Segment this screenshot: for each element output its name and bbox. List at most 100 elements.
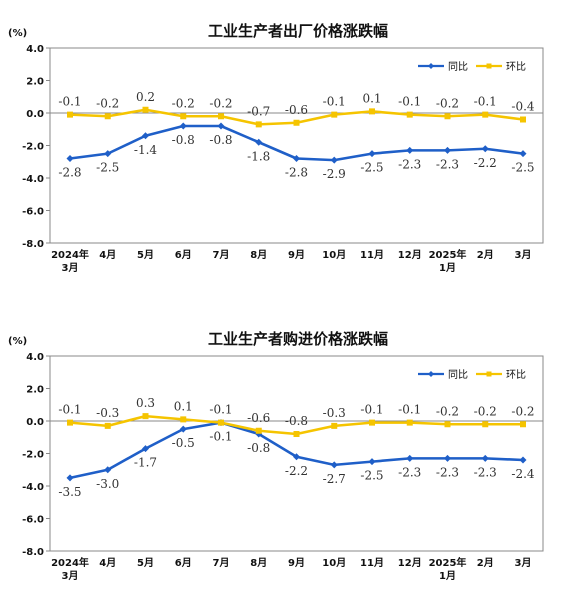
x-tick-label: 4月 bbox=[99, 249, 116, 261]
data-label: -0.4 bbox=[511, 100, 535, 114]
data-label: -2.5 bbox=[511, 161, 534, 175]
x-tick-label: 5月 bbox=[137, 249, 154, 261]
data-label: -2.7 bbox=[323, 472, 346, 486]
data-label: -2.8 bbox=[285, 166, 308, 180]
data-label: -0.7 bbox=[247, 104, 270, 118]
data-point bbox=[142, 445, 149, 453]
data-label: -0.1 bbox=[398, 403, 421, 417]
data-label: -0.1 bbox=[474, 95, 497, 109]
data-label: -2.3 bbox=[436, 157, 459, 171]
data-label: 0.3 bbox=[136, 396, 155, 410]
x-tick-label: 3月 bbox=[515, 557, 532, 569]
y-tick-label: -8.0 bbox=[22, 239, 44, 250]
x-tick-label: 2月 bbox=[477, 249, 494, 261]
data-point bbox=[255, 427, 262, 434]
x-tick-label: 9月 bbox=[288, 557, 305, 569]
legend-label: 同比 bbox=[448, 369, 468, 381]
y-tick-label: -4.0 bbox=[22, 174, 44, 185]
data-label: -0.1 bbox=[323, 95, 346, 109]
data-label: -2.5 bbox=[360, 161, 383, 175]
x-tick-label: 3月 bbox=[62, 570, 79, 582]
data-point bbox=[293, 155, 300, 162]
data-label: -2.5 bbox=[96, 161, 119, 175]
y-tick-label: -6.0 bbox=[22, 207, 44, 218]
data-label: -2.2 bbox=[285, 464, 308, 478]
data-point bbox=[67, 419, 73, 426]
x-tick-label: 2025年 bbox=[429, 556, 467, 569]
data-point bbox=[218, 419, 224, 426]
data-point bbox=[179, 122, 187, 130]
data-label: -0.2 bbox=[96, 96, 119, 110]
data-label: -0.1 bbox=[58, 403, 81, 417]
data-point bbox=[330, 461, 338, 469]
legend-marker bbox=[428, 63, 434, 69]
data-point bbox=[255, 138, 263, 146]
data-point bbox=[482, 421, 489, 428]
data-point bbox=[331, 111, 338, 118]
data-point bbox=[482, 111, 489, 118]
data-point bbox=[104, 422, 111, 429]
data-point bbox=[444, 146, 451, 154]
data-label: -0.3 bbox=[96, 406, 119, 420]
x-tick-label: 6月 bbox=[175, 557, 192, 569]
data-label: -3.5 bbox=[58, 485, 81, 499]
y-tick-label: 0.0 bbox=[26, 417, 44, 428]
data-point bbox=[293, 431, 300, 437]
data-label: -0.8 bbox=[247, 441, 270, 455]
data-label: -2.2 bbox=[474, 156, 497, 170]
purchase-price-chart: 工业生产者购进价格涨跌幅 (%) 4.0 2.0 0.0 -2.0 -4.0 -6.0 -8.0… bbox=[8, 330, 544, 582]
data-label: -0.2 bbox=[209, 96, 232, 110]
data-label: -0.2 bbox=[474, 404, 497, 418]
legend-label: 环比 bbox=[506, 369, 526, 381]
data-point bbox=[519, 456, 527, 464]
x-tick-label: 2024年 bbox=[51, 556, 89, 569]
data-point bbox=[520, 421, 526, 428]
x-tick-label: 5月 bbox=[137, 557, 154, 569]
x-tick-label: 2025年 bbox=[429, 248, 467, 261]
x-tick-label: 1月 bbox=[439, 262, 456, 274]
data-point bbox=[255, 121, 262, 128]
data-point bbox=[66, 474, 74, 482]
data-label: -1.8 bbox=[247, 149, 270, 163]
y-tick-label: -2.0 bbox=[22, 142, 44, 153]
data-label: -0.8 bbox=[172, 133, 195, 147]
y-tick-label: -8.0 bbox=[22, 547, 44, 558]
data-label: -3.0 bbox=[96, 477, 119, 491]
data-point bbox=[330, 156, 338, 164]
x-tick-label: 4月 bbox=[99, 557, 116, 569]
data-point bbox=[481, 145, 489, 153]
data-point bbox=[369, 419, 375, 426]
data-point bbox=[368, 458, 376, 466]
data-label: -1.7 bbox=[134, 456, 157, 470]
data-point bbox=[142, 132, 149, 140]
data-label: 0.1 bbox=[174, 399, 193, 413]
x-tick-label: 10月 bbox=[322, 249, 346, 261]
data-point bbox=[66, 155, 74, 162]
x-tick-label: 7月 bbox=[213, 557, 230, 569]
x-tick-label: 9月 bbox=[288, 249, 305, 261]
x-tick-label: 2月 bbox=[477, 557, 494, 569]
x-tick-label: 6月 bbox=[175, 249, 192, 261]
data-point bbox=[481, 454, 489, 462]
data-label: -0.1 bbox=[58, 95, 81, 109]
data-label: -0.1 bbox=[209, 403, 232, 417]
y-tick-label: -2.0 bbox=[22, 450, 44, 461]
data-point bbox=[142, 106, 149, 113]
y-unit-label: (%) bbox=[8, 336, 27, 347]
data-point bbox=[180, 416, 187, 423]
y-tick-label: 2.0 bbox=[26, 385, 44, 396]
data-label: -0.8 bbox=[285, 414, 308, 428]
data-point bbox=[104, 150, 112, 158]
data-label: -0.8 bbox=[209, 133, 232, 147]
data-label: -0.2 bbox=[172, 96, 195, 110]
data-label: -2.5 bbox=[360, 469, 383, 483]
x-tick-label: 2024年 bbox=[51, 248, 89, 261]
x-tick-label: 3月 bbox=[62, 262, 79, 274]
data-label: 0.2 bbox=[136, 90, 155, 104]
data-label: -0.6 bbox=[285, 103, 308, 117]
data-label: -0.2 bbox=[511, 404, 534, 418]
data-point bbox=[104, 466, 112, 474]
x-tick-label: 11月 bbox=[360, 249, 384, 261]
data-label: -2.3 bbox=[474, 465, 497, 479]
export-price-chart: 工业生产者出厂价格涨跌幅 (%) 4.0 2.0 0.0 -2.0 -4.0 -6.0 -8.0… bbox=[8, 22, 544, 274]
